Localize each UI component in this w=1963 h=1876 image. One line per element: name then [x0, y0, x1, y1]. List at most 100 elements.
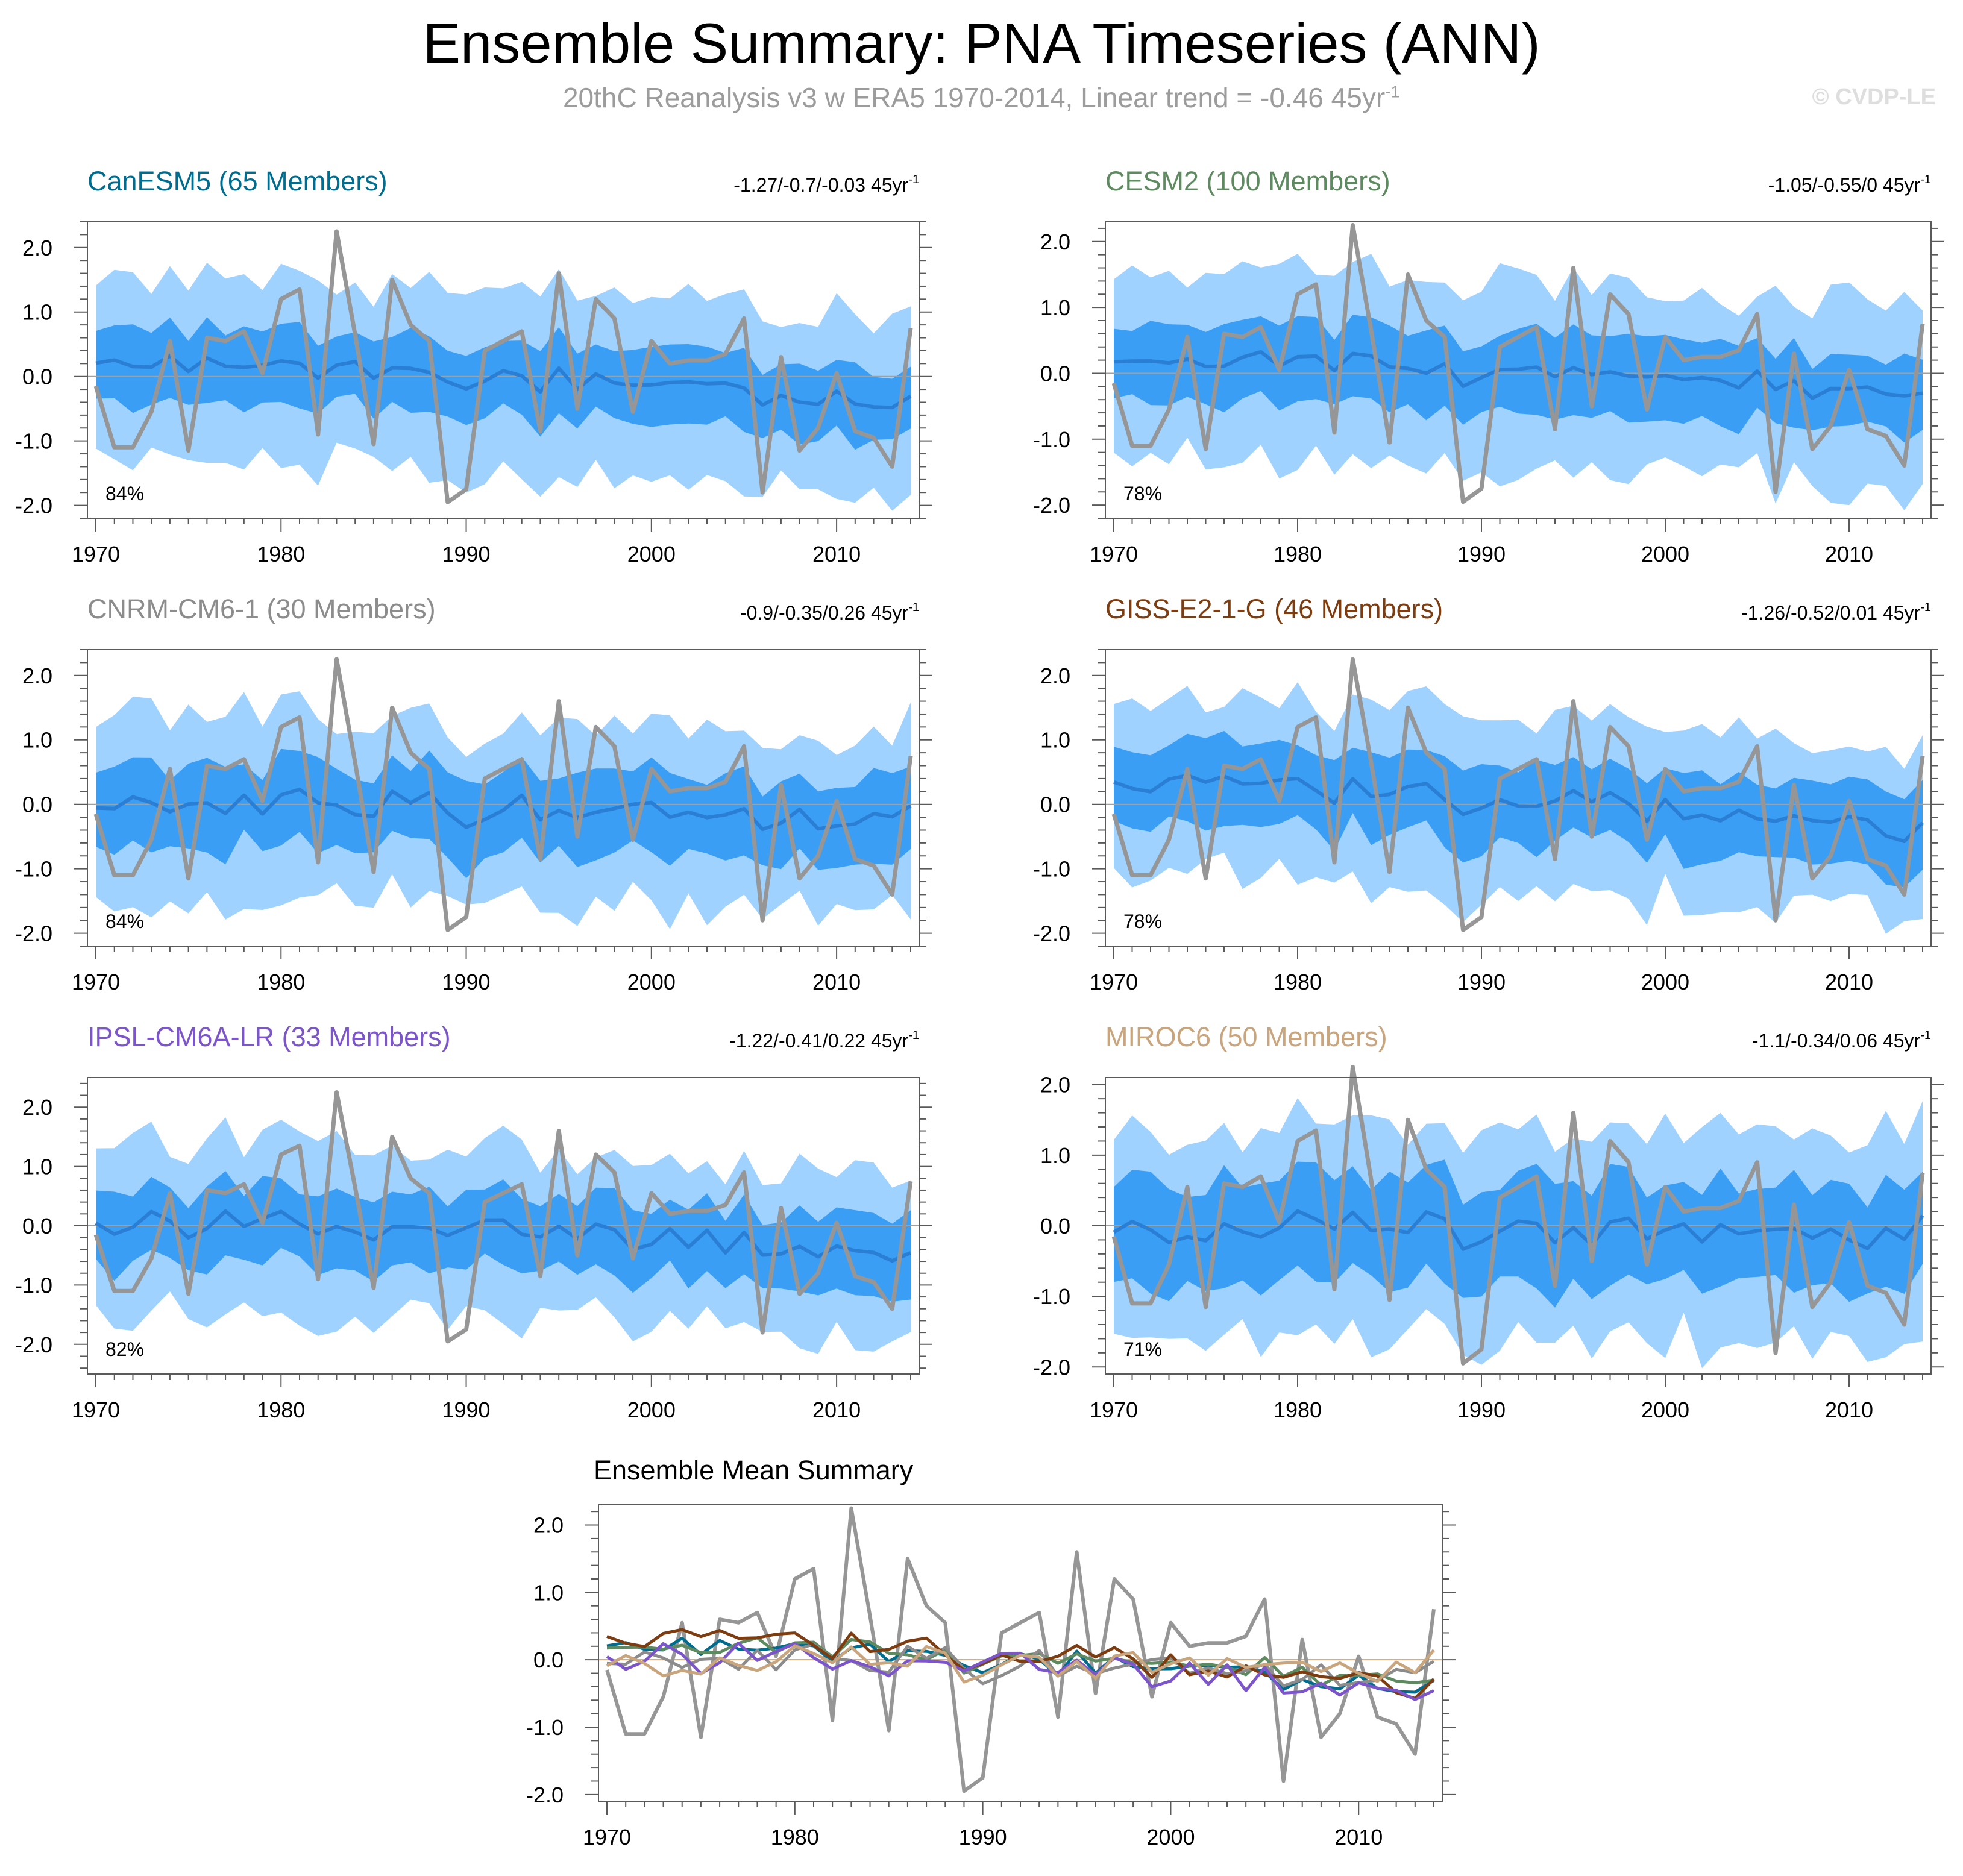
x-tick-label: 1990 — [1457, 1398, 1506, 1422]
observed-line — [1111, 1064, 1925, 1366]
y-tick-label: 2.0 — [533, 1513, 564, 1538]
y-tick-label: -1.0 — [1033, 1284, 1070, 1309]
x-tick-label: 2010 — [1825, 542, 1873, 566]
x-tick-label: 1980 — [1274, 542, 1322, 566]
percent-label: 82% — [105, 1338, 144, 1360]
x-tick-label: 1980 — [771, 1825, 819, 1849]
subtitle-text: 20thC Reanalysis v3 w ERA5 1970-2014, Li… — [562, 82, 1386, 113]
x-tick-label: 1990 — [1457, 542, 1506, 566]
ensemble-mean-line — [1113, 1209, 1924, 1251]
chart-panel-miroc6: MIROC6 (50 Members) -1.1/-0.34/0.06 45yr-… — [1033, 1021, 1944, 1422]
observed-line — [93, 1090, 913, 1344]
trend-text: -1.27/-0.7/-0.03 45yr — [733, 174, 908, 196]
y-tick-label: 0.0 — [22, 365, 52, 389]
trend-superscript: -1 — [1920, 173, 1931, 186]
y-tick-label: 2.0 — [1040, 230, 1070, 254]
ensemble-mean-line — [1113, 350, 1923, 400]
trend-text: -1.1/-0.34/0.06 45yr — [1752, 1030, 1921, 1052]
x-tick-label: 2000 — [627, 1398, 676, 1422]
x-tick-label: 1990 — [959, 1825, 1007, 1849]
y-tick-label: -1.0 — [15, 1273, 52, 1297]
trend-superscript: -1 — [908, 1029, 919, 1042]
x-tick-label: 1970 — [72, 542, 120, 566]
trend-label: -0.9/-0.35/0.26 45yr-1 — [740, 601, 919, 624]
y-tick-label: -1.0 — [1033, 857, 1070, 882]
x-tick-label: 1990 — [1457, 970, 1506, 994]
chart-panel-giss-e2-1-g: GISS-E2-1-G (46 Members) -1.26/-0.52/0.01… — [1033, 594, 1944, 994]
x-tick-label: 1990 — [442, 542, 490, 566]
y-tick-label: -1.0 — [526, 1715, 564, 1740]
y-tick-label: -2.0 — [526, 1783, 564, 1807]
inner-spread-band — [96, 1171, 911, 1302]
y-tick-label: 0.0 — [1040, 792, 1070, 817]
trend-superscript: -1 — [908, 173, 919, 186]
ensemble-mean-line-ipsl-cm6a-lr — [606, 1642, 1435, 1701]
trend-superscript: -1 — [1920, 601, 1931, 614]
ensemble-mean-line-miroc6 — [606, 1644, 1435, 1684]
trend-superscript: -1 — [1920, 1029, 1931, 1042]
y-tick-label: 1.0 — [1040, 295, 1070, 320]
y-tick-label: 1.0 — [22, 728, 52, 753]
y-tick-label: 2.0 — [1040, 1073, 1070, 1097]
trend-superscript: -1 — [908, 601, 919, 614]
percent-label: 71% — [1123, 1338, 1162, 1360]
x-tick-label: 1980 — [257, 970, 305, 994]
y-tick-label: -2.0 — [1033, 1355, 1070, 1379]
x-tick-label: 1970 — [72, 970, 120, 994]
x-tick-label: 1990 — [442, 1398, 490, 1422]
x-tick-label: 2000 — [1146, 1825, 1195, 1849]
y-tick-label: -1.0 — [15, 429, 52, 454]
y-tick-label: 2.0 — [22, 236, 52, 260]
observed-line — [605, 1506, 1436, 1793]
inner-spread-band — [1114, 315, 1923, 443]
trend-text: -1.26/-0.52/0.01 45yr — [1741, 602, 1920, 624]
y-tick-label: -2.0 — [15, 494, 52, 518]
y-tick-label: 2.0 — [22, 1095, 52, 1120]
x-tick-label: 1980 — [257, 542, 305, 566]
x-tick-label: 2010 — [812, 970, 861, 994]
y-tick-label: -2.0 — [1033, 921, 1070, 946]
panel-title: CanESM5 (65 Members) — [87, 166, 388, 196]
trend-label: -1.26/-0.52/0.01 45yr-1 — [1741, 601, 1931, 624]
x-tick-label: 1980 — [257, 1398, 305, 1422]
x-tick-label: 1970 — [72, 1398, 120, 1422]
x-tick-label: 2010 — [1825, 970, 1873, 994]
y-tick-label: 0.0 — [533, 1648, 564, 1672]
y-tick-label: 1.0 — [22, 300, 52, 325]
y-tick-label: -2.0 — [15, 1332, 52, 1357]
y-tick-label: 1.0 — [533, 1580, 564, 1605]
x-tick-label: 2000 — [1641, 1398, 1689, 1422]
y-tick-label: -2.0 — [1033, 493, 1070, 518]
x-tick-label: 1970 — [1090, 1398, 1138, 1422]
inner-spread-band — [96, 317, 911, 450]
y-tick-label: 0.0 — [1040, 361, 1070, 386]
x-tick-label: 2000 — [627, 970, 676, 994]
x-tick-label: 2010 — [812, 1398, 861, 1422]
panel-title: Ensemble Mean Summary — [594, 1455, 914, 1485]
x-tick-label: 1970 — [583, 1825, 631, 1849]
percent-label: 78% — [1123, 911, 1162, 932]
y-tick-label: 2.0 — [22, 664, 52, 688]
x-tick-label: 2010 — [1825, 1398, 1873, 1422]
y-tick-label: 1.0 — [22, 1155, 52, 1179]
observed-line — [1111, 223, 1925, 504]
percent-label: 84% — [105, 911, 144, 932]
y-tick-label: 2.0 — [1040, 664, 1070, 688]
percent-label: 78% — [1123, 483, 1162, 504]
percent-label: 84% — [105, 483, 144, 504]
trend-label: -1.05/-0.55/0 45yr-1 — [1768, 173, 1931, 196]
y-tick-label: 0.0 — [22, 792, 52, 817]
watermark: © CVDP-LE — [1812, 84, 1936, 110]
observed-line — [93, 657, 913, 932]
observed-line — [93, 229, 913, 504]
x-tick-label: 2000 — [627, 542, 676, 566]
y-tick-label: 0.0 — [22, 1214, 52, 1238]
y-tick-label: -2.0 — [15, 921, 52, 946]
inner-spread-band — [1114, 1159, 1923, 1308]
ensemble-mean-line-cnrm-cm6-1 — [606, 1642, 1435, 1687]
figure-subtitle: 20thC Reanalysis v3 w ERA5 1970-2014, Li… — [0, 81, 1963, 114]
panel-title: MIROC6 (50 Members) — [1105, 1021, 1387, 1052]
x-tick-label: 1970 — [1090, 970, 1138, 994]
x-tick-label: 1980 — [1274, 1398, 1322, 1422]
